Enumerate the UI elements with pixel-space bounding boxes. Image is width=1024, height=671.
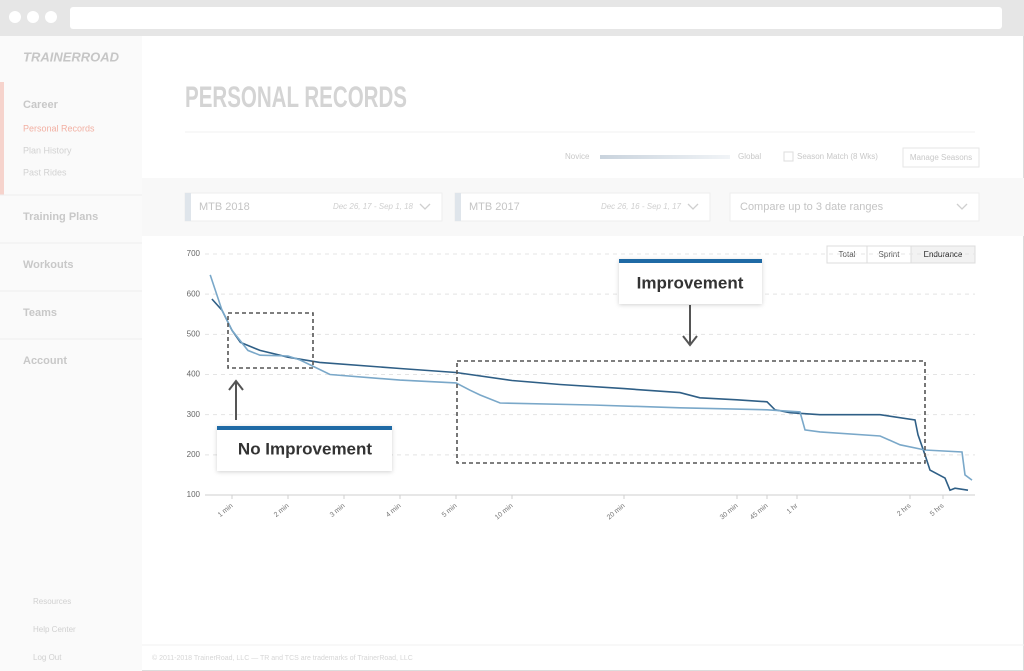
slider-label: Global <box>738 152 761 161</box>
manage-button[interactable] <box>902 147 980 168</box>
window-dot <box>45 11 57 23</box>
checkbox-label: Season Match (8 Wks) <box>797 152 878 161</box>
y-tick-label: 700 <box>187 249 201 258</box>
y-tick-label: 600 <box>187 289 201 298</box>
nav-item[interactable]: Plan History <box>23 145 72 155</box>
nav-item[interactable]: Personal Records <box>23 123 95 133</box>
nav-heading[interactable]: Workouts <box>23 259 74 271</box>
callout <box>619 259 762 304</box>
range-accent <box>455 193 461 221</box>
series-line <box>209 274 973 481</box>
y-tick-label: 500 <box>187 329 201 338</box>
range-name: Compare up to 3 date ranges <box>740 201 884 213</box>
series-line <box>211 298 969 492</box>
nav-footer[interactable]: Help Center <box>33 625 76 634</box>
y-tick-label: 200 <box>187 450 201 459</box>
nav-heading[interactable]: Training Plans <box>23 211 98 223</box>
nav-heading[interactable]: Career <box>23 99 59 111</box>
chevron <box>419 203 431 210</box>
y-tick-label: 400 <box>187 370 201 379</box>
arrow <box>228 379 244 420</box>
nav-heading[interactable]: Teams <box>23 307 57 319</box>
slider-label: Novice <box>565 152 590 161</box>
annotation-label: No Improvement <box>238 439 372 458</box>
annotation-label: Improvement <box>637 273 744 292</box>
callout <box>217 426 392 471</box>
range-dates: Dec 26, 16 - Sep 1, 17 <box>601 202 682 211</box>
callout-accent <box>217 426 392 430</box>
range-dates: Dec 26, 17 - Sep 1, 18 <box>333 202 414 211</box>
range-select[interactable] <box>729 192 980 222</box>
level-slider[interactable] <box>600 155 730 159</box>
range-select[interactable] <box>454 192 711 222</box>
page-title: PERSONAL RECORDS <box>185 81 407 114</box>
y-tick-label: 100 <box>187 490 201 499</box>
range-accent <box>185 193 191 221</box>
range-select[interactable] <box>184 192 443 222</box>
chart-tab-label: Endurance <box>924 250 963 259</box>
active-marker <box>0 82 4 195</box>
nav-footer[interactable]: Log Out <box>33 653 62 662</box>
window-dot <box>27 11 39 23</box>
button-label: Manage Seasons <box>910 153 972 162</box>
checkbox[interactable] <box>783 151 794 162</box>
y-tick-label: 300 <box>187 410 201 419</box>
nav-item[interactable]: Past Rides <box>23 167 67 177</box>
chart-tab-label: Sprint <box>879 250 901 259</box>
highlight-box <box>456 360 926 464</box>
chart-tab-label: Total <box>839 250 856 259</box>
sidebar <box>0 36 142 671</box>
callout-accent <box>619 259 762 263</box>
nav-footer[interactable]: Resources <box>33 597 71 606</box>
footer-text: © 2011-2018 TrainerRoad, LLC — TR and TC… <box>152 654 413 662</box>
highlight-box <box>227 312 314 369</box>
range-name: MTB 2017 <box>469 201 520 213</box>
chevron <box>956 203 968 210</box>
range-name: MTB 2018 <box>199 201 250 213</box>
window-dot <box>9 11 21 23</box>
logo: TRAINERROAD <box>23 49 120 64</box>
annotations: Improvement No Improvement <box>217 259 926 471</box>
arrow <box>682 305 698 347</box>
address-bar[interactable] <box>70 7 1002 29</box>
chevron <box>687 203 699 210</box>
nav-heading[interactable]: Account <box>23 355 67 367</box>
